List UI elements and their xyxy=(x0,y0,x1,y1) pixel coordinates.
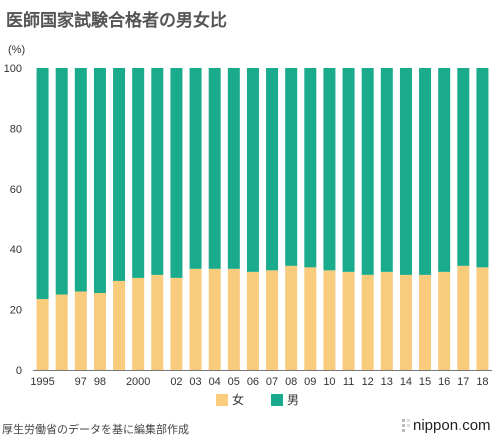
bar-female-2012 xyxy=(361,274,374,370)
bar-female-2000 xyxy=(132,277,145,370)
bar-male-2014 xyxy=(399,68,412,275)
x-tick-label: 08 xyxy=(285,376,297,388)
bar-male-2006 xyxy=(246,68,259,272)
plot-area xyxy=(33,68,492,371)
bar-male-1999 xyxy=(113,68,126,281)
legend-swatch-male xyxy=(271,394,283,406)
bar-female-1998 xyxy=(93,292,106,370)
x-tick-label: 14 xyxy=(400,376,412,388)
y-axis: (%) 0 20 40 60 80 100 xyxy=(4,44,25,377)
y-tick-label: 60 xyxy=(10,184,22,196)
bar-male-2000 xyxy=(132,68,145,278)
bar-male-2017 xyxy=(457,68,470,266)
bar-male-2018 xyxy=(476,68,489,268)
x-tick-label: 17 xyxy=(457,376,469,388)
bar-male-2003 xyxy=(189,68,202,269)
x-axis: 1995 97 98 2000 02 03 04 05 06 07 08 09 10 11 12 13 14 15… xyxy=(30,376,488,388)
bar-female-2010 xyxy=(323,270,336,370)
x-tick-label: 07 xyxy=(266,376,278,388)
logo-dot: . xyxy=(458,417,463,434)
y-tick-label: 100 xyxy=(4,63,22,75)
bar-female-2015 xyxy=(419,274,432,370)
bar-female-1997 xyxy=(74,291,87,370)
bar-male-2001 xyxy=(151,68,164,275)
chart-title: 医師国家試験合格者の男女比 xyxy=(6,11,227,31)
x-tick-label: 16 xyxy=(438,376,450,388)
x-tick-label: 2000 xyxy=(126,376,150,388)
bar-female-2007 xyxy=(266,270,279,370)
logo-tld: com xyxy=(462,417,491,434)
x-tick-label: 02 xyxy=(170,376,182,388)
bar-female-2013 xyxy=(380,271,393,370)
bar-female-2009 xyxy=(304,267,317,370)
bar-male-2009 xyxy=(304,68,317,268)
bar-male-2002 xyxy=(170,68,183,278)
bar-female-2018 xyxy=(476,267,489,370)
bar-male-1997 xyxy=(74,68,87,292)
x-tick-label: 06 xyxy=(247,376,259,388)
y-tick-label: 0 xyxy=(16,365,22,377)
x-tick-label: 18 xyxy=(476,376,488,388)
logo-name: nippon xyxy=(413,417,459,434)
y-axis-unit: (%) xyxy=(8,44,25,56)
x-tick-label: 10 xyxy=(323,376,335,388)
bar-male-1998 xyxy=(93,68,106,293)
bar-male-2010 xyxy=(323,68,336,271)
x-tick-label: 13 xyxy=(381,376,393,388)
bar-male-2012 xyxy=(361,68,374,275)
y-tick-label: 20 xyxy=(10,305,22,317)
legend-label-female: 女 xyxy=(232,392,244,407)
bar-male-2011 xyxy=(342,68,355,272)
x-tick-label: 1995 xyxy=(30,376,54,388)
bar-male-2007 xyxy=(266,68,279,271)
x-tick-label: 12 xyxy=(362,376,374,388)
nippon-logo-icon xyxy=(402,419,410,432)
x-tick-label: 03 xyxy=(189,376,201,388)
x-tick-label: 15 xyxy=(419,376,431,388)
bar-female-1996 xyxy=(55,294,68,370)
legend-label-male: 男 xyxy=(287,393,299,407)
bar-female-2001 xyxy=(151,274,164,370)
source-note: 厚生労働省のデータを基に編集部作成 xyxy=(2,423,189,436)
bar-male-2008 xyxy=(285,68,298,266)
legend-swatch-female xyxy=(216,394,228,406)
legend: 女男 xyxy=(216,392,299,407)
bar-male-2015 xyxy=(419,68,432,275)
bar-male-1995 xyxy=(36,68,49,300)
bar-male-2016 xyxy=(438,68,451,272)
x-tick-label: 97 xyxy=(75,376,87,388)
bar-male-2004 xyxy=(208,68,221,269)
bar-female-2006 xyxy=(246,271,259,370)
x-tick-label: 04 xyxy=(209,376,221,388)
x-tick-label: 11 xyxy=(343,376,354,388)
bar-female-2011 xyxy=(342,271,355,370)
bar-female-2014 xyxy=(399,274,412,370)
bar-female-2016 xyxy=(438,271,451,370)
site-logo[interactable]: nippon.com xyxy=(402,417,491,434)
bar-female-2002 xyxy=(170,277,183,370)
bar-female-2008 xyxy=(285,265,298,370)
bar-female-1995 xyxy=(36,299,49,370)
bar-male-2013 xyxy=(380,68,393,272)
bar-male-2005 xyxy=(227,68,240,269)
bar-female-2003 xyxy=(189,268,202,370)
bar-male-1996 xyxy=(55,68,68,295)
bar-female-2005 xyxy=(227,268,240,370)
bar-female-2004 xyxy=(208,268,221,370)
y-tick-label: 80 xyxy=(10,123,22,135)
x-tick-label: 05 xyxy=(228,376,240,388)
x-tick-label: 09 xyxy=(304,376,316,388)
x-tick-label: 98 xyxy=(94,376,106,388)
y-tick-label: 40 xyxy=(10,244,22,256)
bar-female-1999 xyxy=(113,280,126,370)
bar-female-2017 xyxy=(457,265,470,370)
